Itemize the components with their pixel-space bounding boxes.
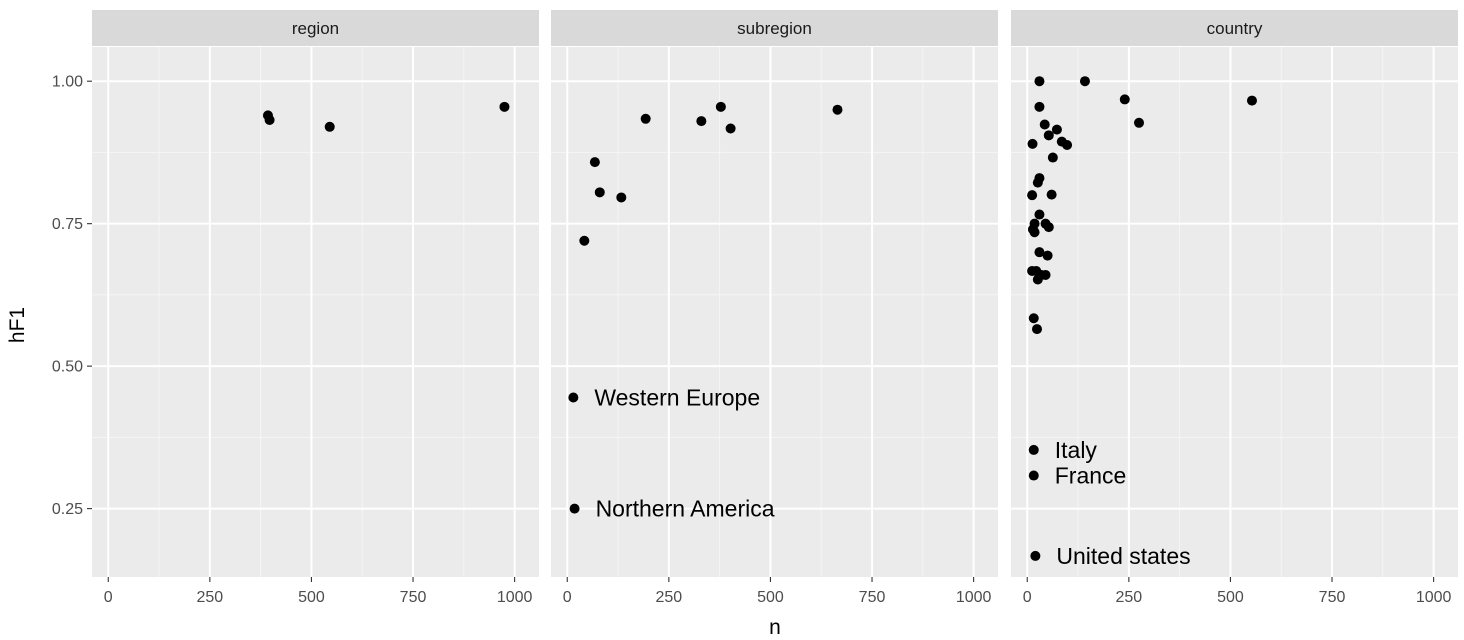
x-tick-label: 1000 — [497, 589, 533, 606]
x-tick-label: 0 — [563, 589, 572, 606]
facet-strip — [92, 10, 539, 46]
data-point — [1028, 444, 1039, 455]
data-point — [715, 101, 726, 112]
data-point — [1043, 130, 1054, 141]
facet-strip-label: region — [292, 19, 339, 38]
y-tick-label: 0.75 — [52, 216, 83, 233]
data-point — [1028, 313, 1039, 324]
data-point — [589, 157, 600, 168]
x-tick-label: 250 — [1115, 589, 1142, 606]
data-point — [1051, 124, 1062, 135]
data-point — [1040, 269, 1051, 280]
data-point — [1062, 140, 1073, 151]
x-tick-label: 750 — [400, 589, 427, 606]
data-point — [1034, 76, 1045, 87]
data-point — [579, 235, 590, 246]
data-point — [1039, 119, 1050, 130]
x-tick-label: 1000 — [1416, 589, 1452, 606]
x-tick-label: 750 — [859, 589, 886, 606]
data-point — [640, 113, 651, 124]
facet-panel-region: region 0 250 500 750 1000 — [92, 10, 539, 606]
x-tick-label: 250 — [196, 589, 223, 606]
data-point — [1032, 274, 1043, 285]
data-point — [1043, 222, 1054, 233]
data-point — [1030, 550, 1041, 561]
data-point — [264, 114, 275, 125]
panel-background — [92, 47, 539, 577]
x-tick-label: 500 — [1217, 589, 1244, 606]
data-point — [1027, 138, 1038, 149]
data-point — [1034, 209, 1045, 220]
data-point — [1134, 117, 1145, 128]
data-point — [1119, 94, 1130, 105]
data-point-label: Western Europe — [594, 384, 760, 410]
x-tick-label: 0 — [104, 589, 113, 606]
panel-background — [551, 47, 998, 577]
x-tick-label: 1000 — [956, 589, 992, 606]
facet-strip-label: subregion — [737, 19, 812, 38]
data-point — [1032, 324, 1043, 335]
x-tick-label: 250 — [655, 589, 682, 606]
data-point — [1027, 190, 1038, 201]
x-tick-label: 500 — [757, 589, 784, 606]
data-point — [1046, 189, 1057, 200]
data-point-label: Italy — [1055, 437, 1098, 463]
y-axis-title: hF1 — [6, 307, 29, 343]
data-point — [696, 116, 707, 127]
y-tick-label: 0.50 — [52, 359, 83, 376]
data-point — [1034, 247, 1045, 258]
data-point-label: United states — [1056, 543, 1190, 569]
data-point-label: France — [1055, 463, 1127, 489]
data-point — [1032, 177, 1043, 188]
data-point — [594, 187, 605, 198]
data-point — [569, 503, 580, 514]
x-axis-title: n — [769, 616, 781, 639]
data-point — [499, 101, 510, 112]
data-point — [1028, 470, 1039, 481]
data-point — [1079, 76, 1090, 87]
data-point — [616, 192, 627, 203]
facet-panel-subregion: subregion 0 250 500 750 1000 Western Europe Nor… — [551, 10, 998, 606]
data-point — [1029, 227, 1040, 238]
data-point — [324, 121, 335, 132]
y-tick-label: 0.25 — [52, 501, 83, 518]
data-point-label: Northern America — [596, 496, 775, 522]
x-tick-label: 500 — [298, 589, 325, 606]
facet-strip — [1011, 10, 1458, 46]
y-tick-label: 1.00 — [52, 74, 83, 91]
data-point — [1042, 250, 1053, 261]
data-point — [568, 392, 579, 403]
x-tick-label: 750 — [1319, 589, 1346, 606]
facet-strip-label: country — [1207, 19, 1263, 38]
x-tick-label: 0 — [1023, 589, 1032, 606]
data-point — [832, 104, 843, 115]
data-point — [1047, 152, 1058, 163]
data-point — [725, 123, 736, 134]
data-point — [1246, 95, 1257, 106]
facet-strip — [551, 10, 998, 46]
data-point — [1034, 101, 1045, 112]
panel-background — [1011, 47, 1458, 577]
